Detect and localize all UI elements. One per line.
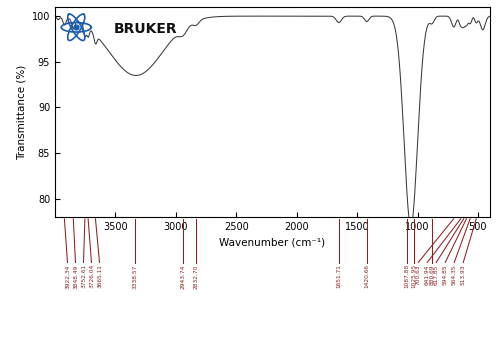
Text: 594.85: 594.85 <box>442 264 448 285</box>
Text: 3726.04: 3726.04 <box>89 264 94 288</box>
X-axis label: Wavenumber (cm⁻¹): Wavenumber (cm⁻¹) <box>220 237 326 247</box>
Text: 1087.88: 1087.88 <box>404 264 409 288</box>
Text: BRUKER: BRUKER <box>114 22 178 36</box>
Text: 3848.49: 3848.49 <box>73 264 78 289</box>
Text: 880.69: 880.69 <box>430 264 434 285</box>
Text: 641.94: 641.94 <box>424 264 430 285</box>
Text: 1025.95: 1025.95 <box>412 264 417 288</box>
Text: 1651.71: 1651.71 <box>336 264 342 288</box>
Text: 564.35: 564.35 <box>452 264 456 285</box>
Text: 513.93: 513.93 <box>460 264 466 285</box>
Text: 617.85: 617.85 <box>434 264 438 285</box>
Text: 3752.61: 3752.61 <box>81 264 86 288</box>
Text: 3665.11: 3665.11 <box>97 264 102 288</box>
Text: 2832.70: 2832.70 <box>194 264 198 289</box>
Text: 700.63: 700.63 <box>416 264 420 285</box>
Text: 1420.66: 1420.66 <box>364 264 369 288</box>
Text: 3922.34: 3922.34 <box>65 264 70 289</box>
Text: 2943.74: 2943.74 <box>180 264 185 289</box>
Text: 3338.57: 3338.57 <box>132 264 138 289</box>
Y-axis label: Transmittance (%): Transmittance (%) <box>16 64 26 160</box>
